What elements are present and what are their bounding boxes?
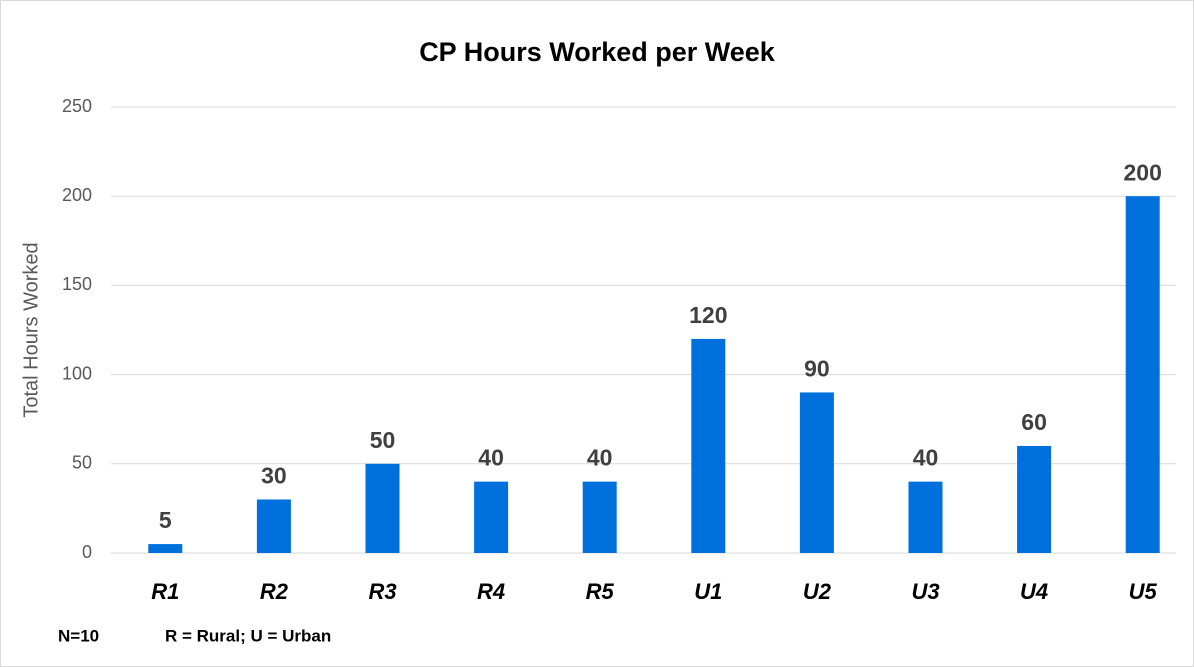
x-tick-label: U4 (1020, 579, 1048, 604)
bar (256, 499, 291, 553)
bar (474, 481, 509, 553)
data-label: 90 (804, 356, 830, 382)
data-label: 5 (159, 507, 172, 533)
bar (1125, 196, 1160, 553)
y-tick-label: 150 (62, 274, 92, 294)
annotation: R = Rural; U = Urban (165, 626, 331, 645)
y-tick-label: 0 (82, 542, 92, 562)
x-tick-label: R5 (586, 579, 615, 604)
data-label: 40 (913, 445, 939, 471)
y-tick-label: 50 (72, 453, 92, 473)
y-tick-label: 250 (62, 96, 92, 116)
bar (1017, 445, 1052, 553)
bar (582, 481, 617, 553)
bar (908, 481, 943, 553)
bar (799, 392, 834, 553)
data-label: 200 (1124, 159, 1162, 185)
y-axis-label: Total Hours Worked (20, 242, 42, 417)
x-tick-label: R3 (368, 579, 396, 604)
data-label: 40 (587, 445, 613, 471)
x-tick-label: U2 (803, 579, 832, 604)
x-tick-label: R2 (260, 579, 289, 604)
x-tick-label: U3 (911, 579, 939, 604)
data-label: 40 (478, 445, 504, 471)
data-label: 120 (689, 302, 727, 328)
x-tick-label: U5 (1129, 579, 1158, 604)
x-tick-label: R1 (151, 579, 179, 604)
x-tick-label: U1 (694, 579, 722, 604)
x-tick-label: R4 (477, 579, 505, 604)
data-label: 30 (261, 463, 287, 489)
y-tick-label: 100 (62, 363, 92, 383)
data-label: 50 (370, 427, 396, 453)
annotation: N=10 (58, 626, 99, 645)
bar (365, 463, 400, 553)
data-label: 60 (1021, 409, 1047, 435)
bar (148, 544, 183, 553)
chart-title: CP Hours Worked per Week (419, 37, 776, 67)
y-tick-label: 200 (62, 185, 92, 205)
bar (691, 338, 726, 553)
